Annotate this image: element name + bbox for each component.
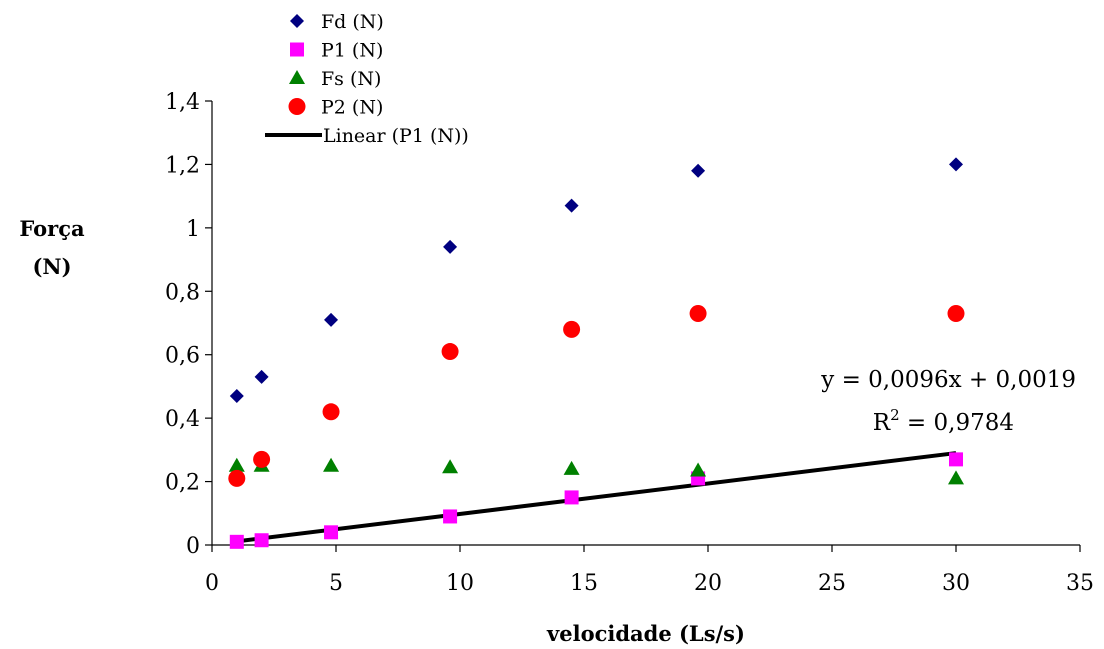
data-point-diamond [324,312,339,327]
x-axis-label: velocidade (Ls/s) [546,621,745,646]
series-square [229,452,963,549]
data-point-circle [253,450,271,468]
r2-superscript: 2 [890,406,900,424]
legend-marker-diamond [290,14,304,28]
x-tick-label: 10 [446,571,474,596]
data-point-triangle [442,459,459,474]
data-point-circle [441,343,459,361]
legend-label-trendline: Linear (P1 (N)) [323,125,469,147]
data-point-square [443,509,458,524]
legend-label: Fs (N) [321,68,381,90]
y-tick-label: 0,6 [165,344,200,369]
data-point-triangle [228,457,245,472]
data-point-circle [228,469,246,487]
legend-label: P2 (N) [321,97,383,119]
x-tick-label: 25 [818,571,846,596]
data-point-circle [689,304,707,322]
y-tick-label: 0 [186,534,200,559]
series-triangle [228,457,964,485]
legend-marker-triangle [289,70,305,84]
data-point-diamond [564,198,579,213]
trendline-group [236,451,957,544]
legend-marker-circle [288,98,306,115]
data-point-triangle [690,462,707,477]
r2-value: = 0,9784 [900,410,1014,436]
trendline-r-squared: R2 = 0,9784 [873,406,1014,436]
data-point-diamond [254,369,269,384]
x-tick-label: 30 [942,571,970,596]
data-point-square [254,533,269,548]
legend-label: P1 (N) [321,40,383,62]
axes: 0 0,2 0,4 0,6 0,8 1 1,2 1,4 0 5 10 15 20 25 30 35 [165,90,1094,596]
legend: Fd (N) P1 (N) Fs (N) P2 (N) Linear (P1 (N)) [265,11,469,147]
data-point-triangle [563,460,580,475]
y-tick-label: 0,2 [165,471,200,496]
x-tick-label: 0 [205,571,219,596]
data-points [228,157,965,549]
y-tick-label: 0,8 [165,280,200,305]
x-tick-label: 20 [694,571,722,596]
data-point-diamond [443,239,458,254]
y-tick-label: 1,2 [165,153,200,178]
data-point-square [324,525,339,540]
data-point-square [229,534,244,549]
y-axis-label-line-2: (N) [32,254,71,279]
data-point-square [564,490,579,505]
x-tick-label: 5 [329,571,343,596]
data-point-diamond [691,163,706,178]
r2-prefix: R [873,410,891,436]
data-point-diamond [949,157,963,172]
data-point-circle [322,403,340,421]
series-diamond [229,157,963,403]
data-point-diamond [229,388,244,403]
legend-label: Fd (N) [321,11,384,33]
y-tick-label: 1,4 [165,90,200,115]
x-tick-label: 15 [570,571,598,596]
data-point-triangle [323,457,340,472]
data-point-circle [947,304,965,322]
y-tick-label: 1 [186,217,200,242]
x-tick-label: 35 [1066,571,1094,596]
y-tick-label: 0,4 [165,407,200,432]
trendline-p1 [236,451,957,544]
y-axis-label-line-1: Força [19,216,85,241]
data-point-triangle [948,470,964,485]
data-point-square [949,452,963,467]
data-point-circle [563,320,581,338]
trendline-equation: y = 0,0096x + 0,0019 [820,367,1076,393]
legend-marker-square [290,42,304,57]
series-circle [228,304,965,487]
